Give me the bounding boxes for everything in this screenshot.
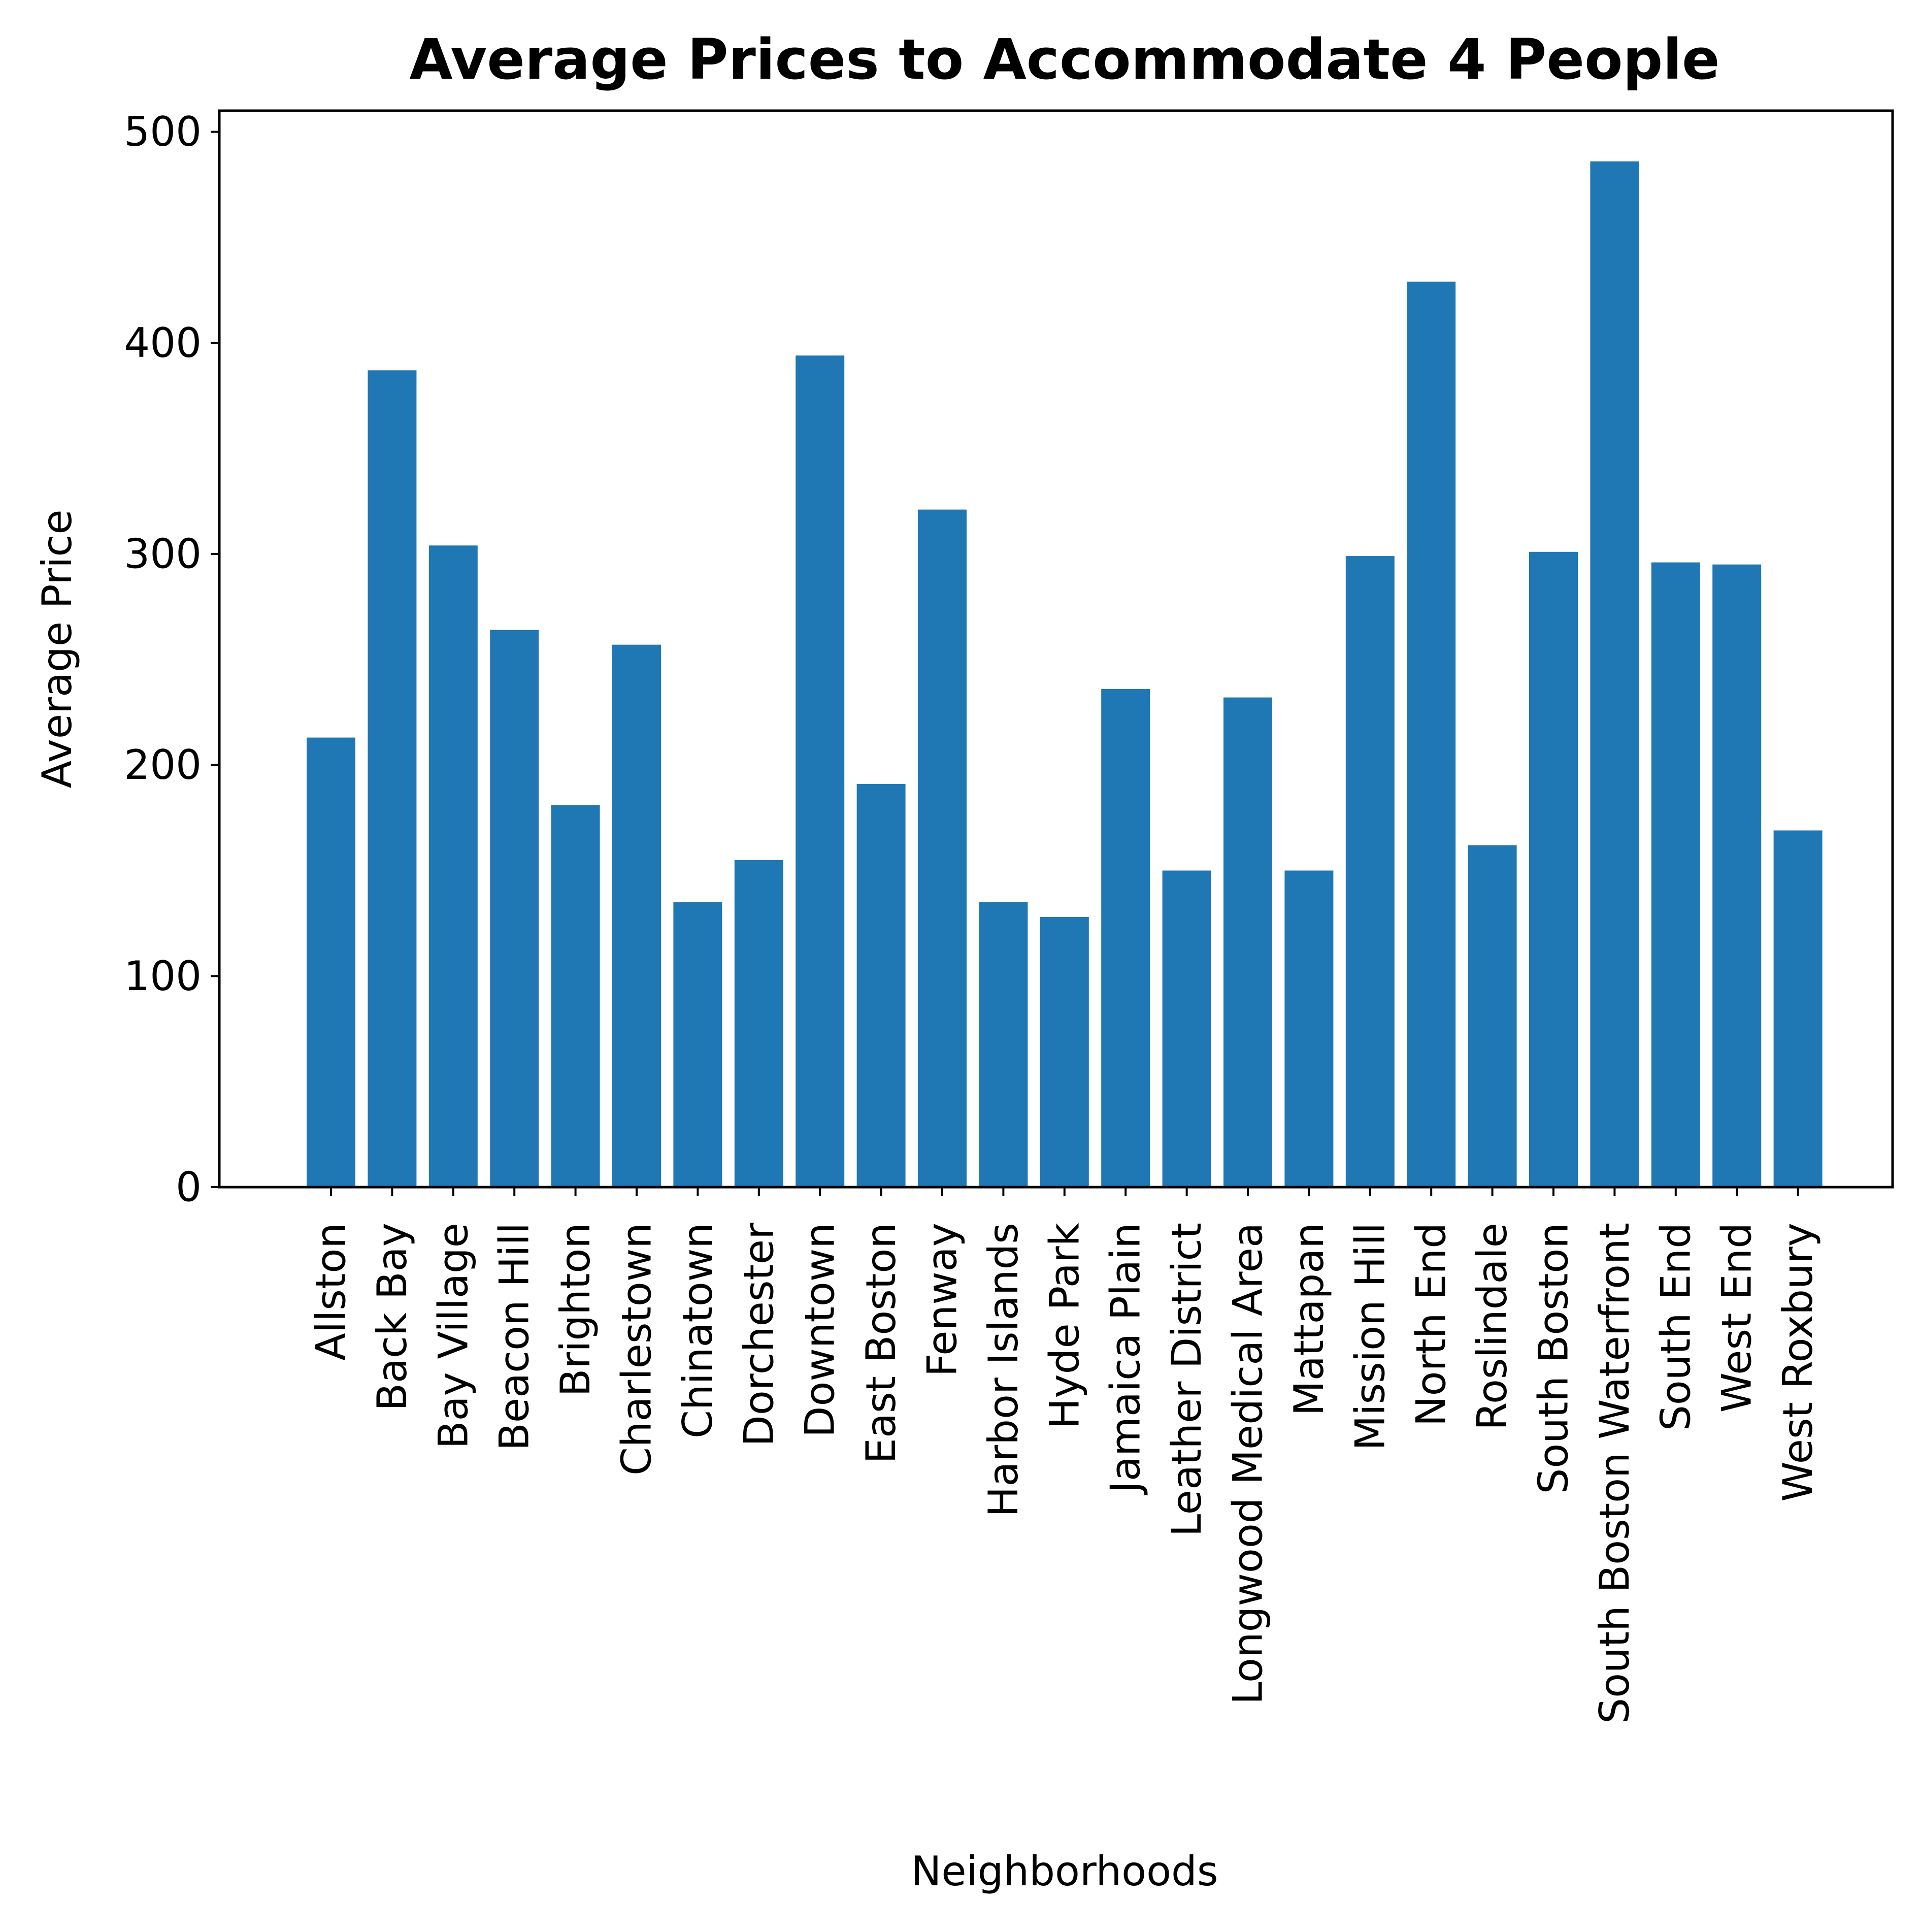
x-tick-label-north-end: North End: [1408, 1223, 1455, 1426]
x-tick-label-back-bay: Back Bay: [369, 1223, 416, 1411]
x-tick-label-jamaica-plain: Jamaica Plain: [1102, 1223, 1149, 1496]
x-tick-label-south-boston-waterfront: South Boston Waterfront: [1591, 1223, 1638, 1724]
bar-leather-district: [1162, 870, 1211, 1187]
bar-harbor-islands: [979, 902, 1028, 1187]
bar-jamaica-plain: [1101, 689, 1150, 1187]
x-tick-label-allston: Allston: [308, 1223, 355, 1361]
bar-roslindale: [1468, 845, 1517, 1187]
x-tick-label-leather-district: Leather District: [1163, 1223, 1210, 1536]
x-tick-label-chinatown: Chinatown: [674, 1223, 721, 1438]
x-tick-label-mission-hill: Mission Hill: [1346, 1223, 1394, 1451]
bar-back-bay: [368, 370, 417, 1187]
x-tick-label-downtown: Downtown: [797, 1223, 844, 1437]
x-tick-label-mattapan: Mattapan: [1285, 1223, 1333, 1416]
bar-hyde-park: [1040, 916, 1089, 1187]
bar-mattapan: [1284, 870, 1334, 1187]
bar-dorchester: [734, 860, 783, 1187]
bar-south-boston-waterfront: [1590, 161, 1639, 1187]
x-tick-label-east-boston: East Boston: [857, 1223, 905, 1464]
bar-charlestown: [612, 644, 661, 1187]
bar-longwood-medical-area: [1223, 697, 1272, 1187]
x-tick-label-roslindale: Roslindale: [1469, 1223, 1516, 1430]
y-axis-label: Average Price: [34, 509, 81, 788]
bar-fenway: [918, 509, 967, 1187]
plot-area-frame: [218, 109, 1894, 1189]
y-tick-label-0: 0: [176, 1164, 202, 1211]
bar-chinatown: [673, 902, 722, 1187]
bar-west-end: [1712, 564, 1762, 1187]
chart-title: Average Prices to Accommodate 4 People: [409, 27, 1719, 92]
bar-mission-hill: [1345, 556, 1395, 1187]
x-tick-label-south-end: South End: [1652, 1223, 1699, 1431]
x-tick-label-west-roxbury: West Roxbury: [1774, 1223, 1822, 1502]
x-tick-label-hyde-park: Hyde Park: [1041, 1222, 1088, 1428]
x-tick-label-dorchester: Dorchester: [735, 1223, 782, 1447]
x-axis-ticks: Allston Back Bay Bay Village Beacon Hill Bri…: [308, 1187, 1822, 1724]
bar-bay-village: [428, 545, 478, 1187]
y-axis-ticks: 0 100 200 300 400 500: [124, 108, 219, 1211]
x-tick-label-fenway: Fenway: [919, 1223, 966, 1377]
bar-brighton: [551, 805, 600, 1187]
bar-north-end: [1407, 281, 1456, 1188]
y-tick-label-100: 100: [124, 953, 202, 1000]
x-tick-label-brighton: Brighton: [552, 1223, 599, 1397]
bar-south-end: [1651, 562, 1700, 1187]
y-tick-label-200: 200: [124, 741, 202, 789]
x-tick-label-beacon-hill: Beacon Hill: [491, 1223, 538, 1451]
x-tick-label-west-end: West End: [1713, 1223, 1761, 1413]
x-tick-label-longwood-medical-area: Longwood Medical Area: [1224, 1223, 1272, 1705]
bar-downtown: [796, 355, 845, 1188]
y-tick-label-400: 400: [124, 319, 202, 367]
y-tick-label-500: 500: [124, 108, 202, 155]
bar-east-boston: [856, 784, 906, 1187]
x-tick-label-charlestown: Charlestown: [613, 1223, 660, 1476]
bar-west-roxbury: [1773, 830, 1823, 1187]
x-tick-label-south-boston: South Boston: [1530, 1223, 1577, 1494]
bar-south-boston: [1529, 551, 1578, 1187]
y-tick-label-300: 300: [124, 530, 202, 577]
bar-beacon-hill: [490, 630, 539, 1187]
x-tick-label-bay-village: Bay Village: [429, 1223, 477, 1449]
x-axis-label: Neighborhoods: [911, 1848, 1218, 1895]
bar-allston: [307, 737, 355, 1187]
bars-layer: [307, 161, 1823, 1188]
x-tick-label-harbor-islands: Harbor Islands: [980, 1223, 1027, 1517]
